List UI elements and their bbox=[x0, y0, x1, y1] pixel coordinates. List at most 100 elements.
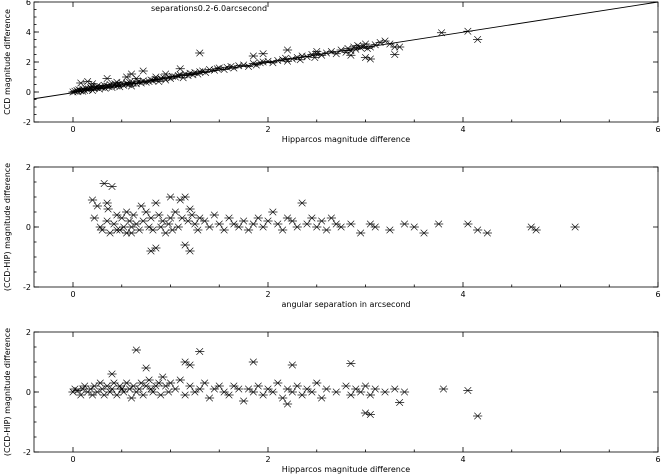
data-point bbox=[204, 394, 215, 402]
data-point bbox=[263, 217, 273, 225]
data-point bbox=[248, 358, 258, 366]
data-point bbox=[195, 385, 205, 393]
data-point bbox=[200, 217, 210, 225]
y-tick-label: 0 bbox=[26, 223, 31, 232]
data-point bbox=[158, 373, 168, 381]
data-point bbox=[185, 205, 195, 213]
data-point bbox=[282, 46, 293, 54]
y-tick-label: 0 bbox=[26, 88, 31, 97]
data-point bbox=[200, 379, 210, 387]
data-point bbox=[385, 226, 395, 234]
data-point bbox=[161, 229, 171, 237]
data-point bbox=[307, 214, 317, 222]
data-point bbox=[356, 388, 366, 396]
data-point bbox=[399, 388, 410, 396]
data-point bbox=[248, 52, 258, 60]
x-axis-label: Hipparcos magnitude difference bbox=[282, 465, 410, 474]
data-point bbox=[112, 226, 122, 234]
data-point bbox=[136, 379, 146, 387]
data-point bbox=[115, 83, 125, 91]
data-point bbox=[156, 223, 166, 231]
data-point bbox=[380, 37, 390, 45]
data-point bbox=[219, 226, 229, 234]
x-axis-label: angular separation in arcsecond bbox=[282, 300, 411, 309]
data-point bbox=[434, 220, 444, 228]
data-point bbox=[336, 223, 346, 231]
data-point bbox=[146, 214, 156, 222]
data-point bbox=[351, 385, 361, 393]
data-point bbox=[117, 385, 127, 393]
data-point bbox=[321, 385, 332, 393]
data-point bbox=[105, 229, 115, 237]
data-point bbox=[473, 35, 483, 44]
y-tick-label: 2 bbox=[26, 328, 31, 337]
data-point bbox=[134, 226, 144, 234]
data-point bbox=[87, 391, 98, 399]
data-point bbox=[107, 385, 117, 393]
data-point bbox=[141, 208, 151, 216]
data-point bbox=[399, 220, 410, 228]
data-point bbox=[370, 385, 380, 393]
x-tick-label: 0 bbox=[70, 290, 75, 299]
data-point bbox=[409, 223, 419, 231]
x-tick-label: 6 bbox=[655, 125, 660, 134]
data-point bbox=[180, 241, 190, 249]
y-tick-label: 2 bbox=[26, 163, 31, 172]
panel-residual-vs-hipparcos: 0 2 4 6 -2 0 2 Hipparcos magnitude difference (C… bbox=[3, 328, 661, 474]
y-tick-label: -2 bbox=[23, 118, 31, 127]
data-point bbox=[115, 382, 125, 390]
data-point bbox=[154, 211, 164, 219]
data-point bbox=[570, 223, 580, 231]
data-point bbox=[365, 55, 375, 63]
data-point bbox=[126, 394, 137, 402]
plot-frame bbox=[33, 1, 659, 123]
data-point bbox=[180, 193, 190, 201]
data-point bbox=[97, 226, 107, 234]
data-point bbox=[229, 382, 239, 390]
data-point bbox=[419, 229, 429, 237]
data-point bbox=[144, 223, 154, 231]
data-point bbox=[173, 223, 183, 231]
data-point bbox=[292, 382, 302, 390]
data-point bbox=[385, 40, 395, 48]
data-point bbox=[331, 388, 341, 396]
data-point bbox=[243, 62, 254, 71]
data-point bbox=[170, 208, 180, 216]
data-point bbox=[370, 223, 380, 231]
separation-annotation: separations0.2-6.0arcsecond bbox=[151, 4, 267, 13]
x-tick-label: 4 bbox=[460, 455, 465, 464]
data-point bbox=[112, 211, 122, 219]
data-point bbox=[219, 388, 229, 396]
data-point bbox=[273, 379, 283, 387]
data-point bbox=[131, 346, 141, 354]
data-point bbox=[297, 391, 307, 399]
data-point bbox=[209, 211, 219, 219]
data-point bbox=[131, 220, 141, 228]
data-point bbox=[360, 40, 371, 48]
data-point bbox=[102, 74, 112, 83]
y-tick-label: 0 bbox=[26, 388, 31, 397]
data-point bbox=[258, 391, 268, 399]
data-point bbox=[268, 388, 278, 396]
data-point bbox=[438, 385, 449, 393]
y-tick-label: -2 bbox=[23, 448, 31, 457]
data-point bbox=[185, 382, 195, 390]
data-point bbox=[151, 73, 161, 81]
data-point bbox=[317, 217, 327, 225]
data-point bbox=[346, 51, 356, 59]
data-point bbox=[92, 388, 102, 396]
data-point bbox=[105, 388, 115, 396]
data-point bbox=[151, 244, 161, 252]
data-point bbox=[99, 179, 109, 188]
data-point bbox=[136, 202, 146, 210]
data-point bbox=[239, 217, 249, 225]
data-point bbox=[365, 220, 375, 228]
data-point bbox=[326, 214, 336, 222]
data-point bbox=[175, 65, 185, 73]
data-point bbox=[302, 220, 312, 228]
data-point bbox=[317, 394, 327, 402]
x-axis-label: Hipparcos magnitude difference bbox=[282, 135, 410, 144]
y-tick-label: 4 bbox=[26, 28, 31, 37]
data-point bbox=[85, 385, 96, 393]
data-point bbox=[312, 47, 322, 56]
